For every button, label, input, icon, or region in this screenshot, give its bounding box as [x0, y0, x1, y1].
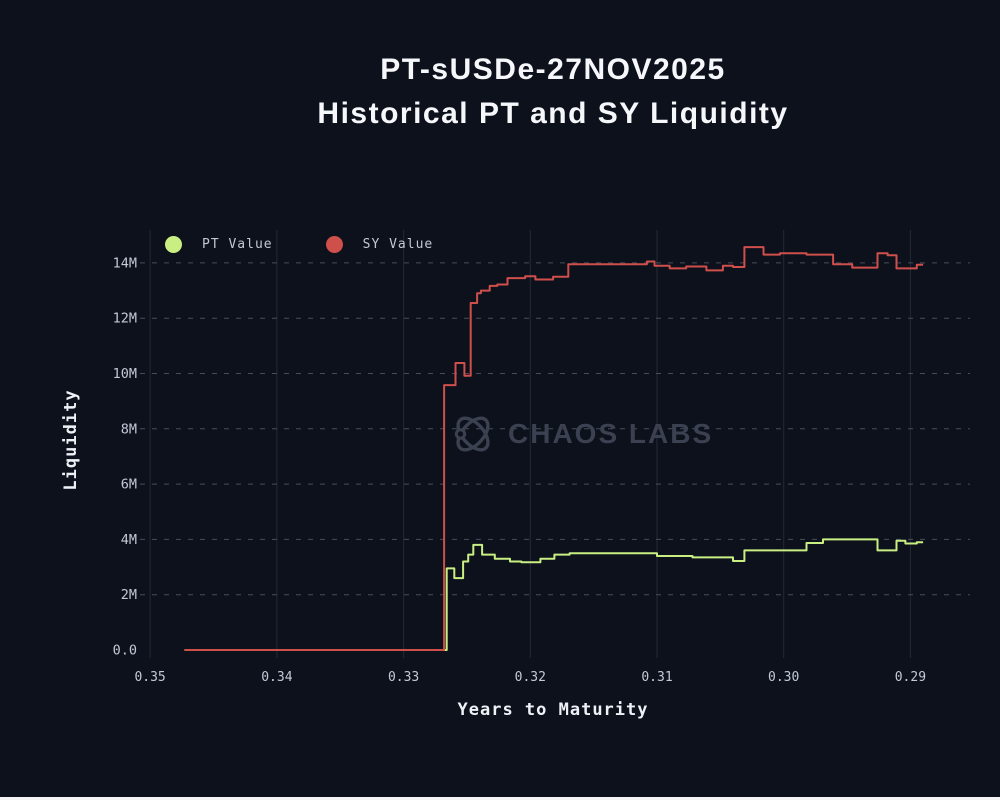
legend-item-pt-value: PT Value [165, 236, 273, 253]
pt-value-legend-label: PT Value [202, 237, 273, 252]
y-tick-label: 6M [121, 477, 137, 493]
y-tick-label: 8M [121, 421, 137, 437]
x-tick-label: 0.34 [261, 670, 292, 685]
y-tick-label: 12M [113, 311, 137, 327]
y-axis-title: Liquidity [61, 389, 81, 491]
sy-value-dot-icon [325, 236, 343, 253]
x-tick-label: 0.33 [388, 670, 419, 685]
bottom-edge-bar [0, 797, 1000, 800]
y-tick-label: 14M [113, 255, 137, 271]
sy-value-line [184, 246, 924, 651]
chart-title-line1: PT-sUSDe-27NOV2025 [380, 53, 726, 86]
y-tick-label: 0.0 [113, 643, 137, 659]
chart-legend: PT Value SY Value [165, 236, 433, 253]
y-tick-label: 4M [121, 532, 137, 548]
pt-value-dot-icon [165, 236, 182, 253]
x-tick-label: 0.31 [641, 670, 672, 685]
y-tick-label: 10M [113, 366, 137, 382]
x-axis-title: Years to Maturity [457, 700, 649, 720]
sy-value-legend-label: SY Value [362, 237, 434, 252]
legend-item-sy-value: SY Value [325, 236, 434, 253]
x-tick-label: 0.35 [134, 670, 165, 685]
chart-title: PT-sUSDe-27NOV2025 Historical PT and SY … [136, 48, 970, 136]
x-tick-label: 0.32 [515, 670, 546, 685]
pt-value-line [184, 538, 924, 651]
y-tick-label: 2M [121, 587, 137, 603]
x-tick-label: 0.29 [895, 670, 926, 685]
chart-title-line2: Historical PT and SY Liquidity [317, 97, 789, 130]
x-tick-label: 0.30 [768, 670, 799, 685]
